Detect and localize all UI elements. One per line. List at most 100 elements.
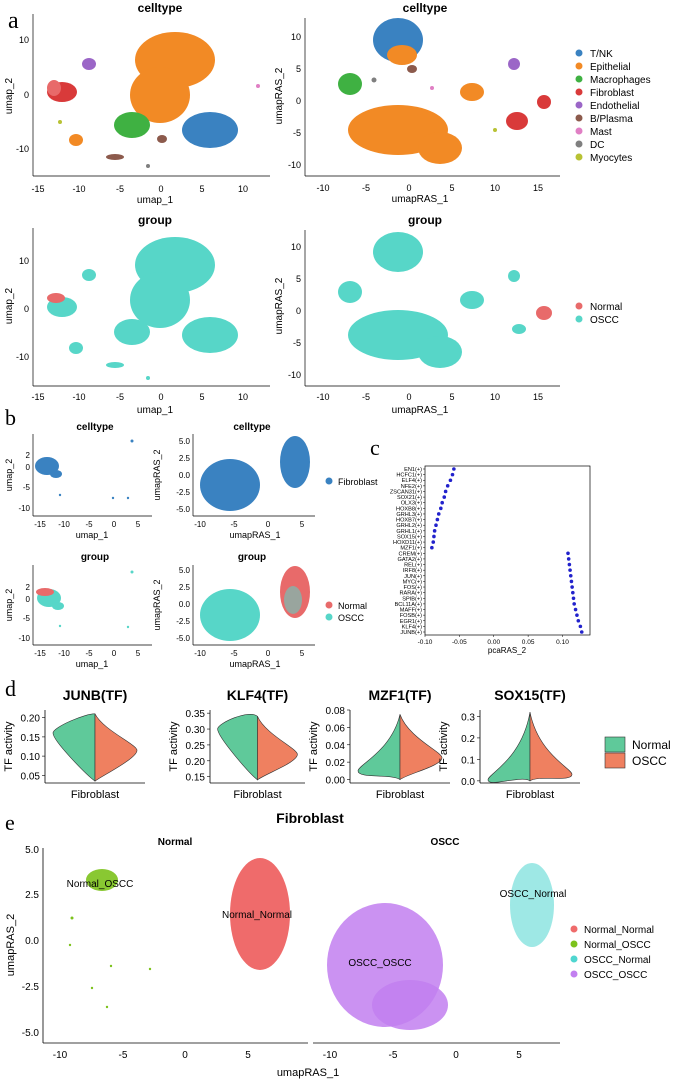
b-point [111, 496, 115, 500]
d-violin-oscc [529, 712, 573, 782]
e-xtick: 0 [453, 1050, 459, 1061]
a-cluster-epithelial-3 [69, 134, 83, 146]
c-dot [566, 557, 571, 561]
d-legend-label: OSCC [632, 754, 667, 768]
c-dot [440, 500, 444, 505]
c-dot [572, 602, 576, 606]
panel-d-violins: Normal OSCC JUNB(TF) 0.05 0.10 0.15 0.20 TF a… [3, 687, 671, 801]
c-dot [570, 585, 574, 589]
b-point [130, 439, 134, 443]
d-violin-normal [487, 712, 531, 783]
e-xtick: -5 [119, 1050, 128, 1061]
d-plot-title: MZF1(TF) [369, 687, 432, 703]
e-legend-dot [570, 955, 578, 963]
a-group-ras-title: group [408, 213, 442, 227]
d-legend: Normal OSCC [604, 736, 671, 769]
e-legend-label: Normal_Normal [584, 925, 654, 936]
e-point [109, 964, 113, 968]
a-group-ras-cluster-normal [536, 306, 552, 320]
b-group-umap-xlabel: umap_1 [76, 659, 109, 669]
c-category-label: MYC(+) [403, 579, 423, 585]
b-umap-ytick: 0 [26, 463, 31, 472]
e-ytick: -5.0 [22, 1028, 40, 1039]
a-group-ras-plot [338, 232, 552, 368]
d-ylabel: TF activity [3, 721, 15, 772]
panel-letter-b: b [5, 405, 16, 430]
a-group-ras-ytick: 10 [291, 242, 301, 252]
c-category-label: RARA(+) [399, 591, 422, 597]
a-group-ras-cluster [373, 232, 423, 272]
c-xtick-label: -0.05 [452, 639, 467, 646]
c-dot [569, 579, 574, 584]
c-category-label: REL(+) [404, 563, 422, 569]
b-ras-ytick: 2.5 [179, 454, 191, 463]
c-dot [452, 467, 456, 471]
d-xlabel: Fibroblast [71, 789, 119, 801]
d-violin-normal [217, 714, 258, 781]
b-umap-xlabel: umap_1 [76, 530, 109, 540]
a-ras-cluster-macrophages [338, 73, 362, 95]
c-category-label: IRF8(+) [403, 568, 422, 574]
a-group-cluster [82, 269, 96, 281]
e-facet-normal: Normal [158, 837, 193, 848]
c-category-label: EGR1(+) [400, 619, 422, 625]
e-point [70, 916, 74, 920]
a-group-cluster [106, 362, 124, 368]
e-ylabel: umapRAS_2 [5, 914, 17, 976]
a-cluster-mast [256, 84, 260, 88]
e-xtick: -5 [389, 1050, 398, 1061]
b-group-ras-cluster [200, 589, 260, 641]
a-group-ras-xtick: 5 [449, 392, 454, 402]
a-cluster-myocytes [58, 120, 62, 124]
b-group-ras-xtick: 5 [300, 649, 305, 658]
b-legend-dot [325, 601, 333, 609]
c-xtick-label: 0.10 [556, 639, 569, 646]
b-group-umap-xtick: -5 [85, 649, 93, 658]
a-group-ras-cluster [338, 281, 362, 303]
a-cluster-tnk [182, 112, 238, 148]
d-violin-oscc [399, 714, 443, 781]
a-group-cluster [130, 272, 190, 328]
c-category-label: ZSCAN31(+) [390, 489, 422, 495]
c-category-label: MAFF(+) [400, 608, 422, 614]
b-ras-xtick: -10 [194, 520, 206, 529]
a-group-legend: Normal OSCC [575, 302, 622, 326]
c-category-label: HOXB8(+) [396, 506, 422, 512]
c-dot [435, 517, 440, 522]
legend-dot [575, 315, 583, 323]
c-category-label: MZF1(+) [400, 546, 422, 552]
c-dot [578, 624, 583, 629]
a-group-cluster [146, 376, 150, 380]
a-group-ras-ytick: -5 [293, 338, 301, 348]
b-group-umap-ytick: 2 [26, 583, 31, 592]
a-group-umap-ytick: -10 [16, 352, 29, 362]
c-dot [566, 551, 570, 556]
c-dot [436, 512, 441, 516]
c-dot [432, 529, 437, 533]
e-facet-oscc: OSCC [431, 837, 460, 848]
d-ylabel: TF activity [168, 721, 180, 772]
b-group-ras-ytick: 5.0 [179, 566, 191, 575]
legend-label: T/NK [590, 49, 613, 60]
a-group-umap-plot [47, 237, 238, 380]
c-category-label: HCFC1(+) [396, 473, 422, 479]
b-point [58, 493, 62, 497]
c-category-label: EN1(+) [404, 467, 422, 473]
b-group-umap-ytick: -10 [18, 634, 30, 643]
legend-dot [575, 153, 583, 161]
a-ras-ytick: -10 [288, 160, 301, 170]
b-ras-ytick: 0.0 [179, 471, 191, 480]
e-point [105, 1005, 109, 1009]
c-dot [576, 618, 581, 623]
d-ytick-label: 0.05 [21, 771, 41, 782]
e-legend-dot [570, 970, 578, 978]
legend-label: Endothelial [590, 101, 639, 112]
d-ytick-label: 0.10 [21, 752, 41, 763]
a-umap-ytick: 0 [24, 90, 29, 100]
c-category-label: OLX3(+) [401, 501, 422, 507]
c-category-label: FOSB(+) [400, 613, 422, 619]
b-group-umap-plot [36, 570, 134, 629]
d-xlabel: Fibroblast [376, 789, 424, 801]
c-dot [579, 630, 584, 634]
e-label-normal-oscc: Normal_OSCC [67, 879, 134, 890]
